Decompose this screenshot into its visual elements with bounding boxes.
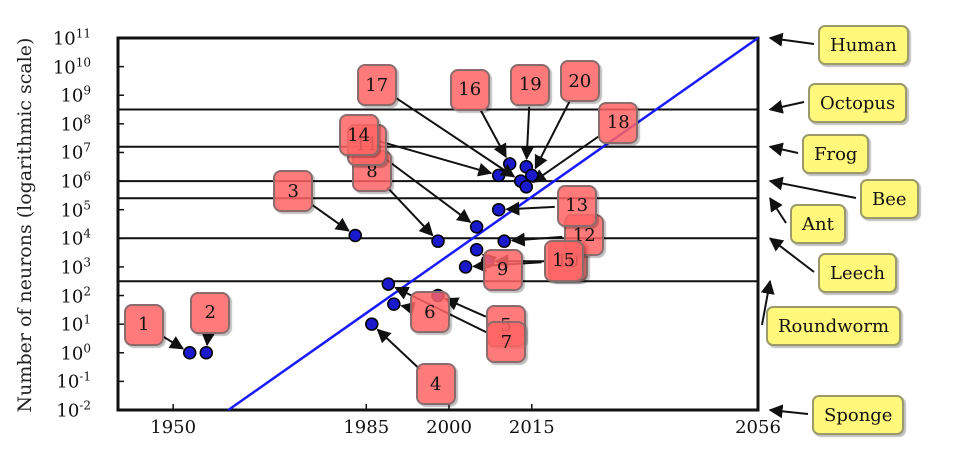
data-point-11 [469, 220, 484, 234]
arrow-1 [161, 335, 185, 350]
arrow-16 [479, 108, 507, 159]
y-tick-label: 1010 [52, 55, 91, 79]
point-label-16: 16 [449, 68, 490, 111]
y-tick-label: 105 [60, 198, 91, 222]
point-label-15: 15 [543, 239, 584, 282]
arrow-2 [201, 331, 216, 347]
arrow-19 [520, 106, 535, 161]
point-label-19: 19 [510, 63, 551, 106]
data-point-9 [469, 243, 484, 257]
species-label-bee: Bee [860, 179, 919, 219]
species-label-sponge: Sponge [812, 395, 905, 435]
arrow-11 [383, 157, 472, 223]
y-tick-label: 100 [60, 341, 91, 365]
y-tick-label: 106 [60, 169, 91, 193]
arrow-bee [768, 176, 857, 199]
y-tick-label: 103 [60, 255, 91, 279]
arrow-roundworm [760, 279, 775, 326]
arrow-18 [531, 134, 601, 184]
point-label-18: 18 [598, 101, 639, 144]
arrow-14 [379, 140, 493, 177]
arrow-sponge [768, 404, 809, 419]
arrow-6 [400, 301, 416, 316]
point-label-9: 9 [482, 248, 523, 291]
data-point-2 [199, 346, 214, 360]
y-tick-label: 1011 [52, 26, 91, 50]
data-point-12 [497, 234, 511, 248]
data-point-20 [525, 168, 539, 183]
arrow-ant [769, 197, 787, 224]
arrow-20 [534, 100, 571, 170]
y-tick-label: 102 [60, 284, 91, 308]
data-point-16 [502, 157, 517, 171]
data-point-3 [348, 228, 362, 243]
y-axis-label: Number of neurons (logarithmic scale) [14, 37, 36, 413]
species-label-ant: Ant [790, 204, 846, 244]
data-point-4 [365, 317, 379, 331]
arrow-8 [386, 186, 434, 237]
point-label-17: 17 [356, 64, 397, 107]
y-tick-label: 101 [60, 312, 91, 336]
arrow-12 [510, 232, 563, 247]
x-tick-label: 2056 [735, 417, 781, 438]
trend-line [227, 36, 759, 412]
x-tick-label: 1950 [150, 417, 197, 438]
species-label-frog: Frog [802, 134, 870, 174]
x-tick-label: 2000 [426, 417, 472, 438]
plot-frame [116, 36, 760, 412]
point-label-4: 4 [415, 363, 456, 406]
species-label-octopus: Octopus [808, 83, 908, 123]
point-label-2: 2 [190, 291, 231, 334]
arrow-17 [394, 96, 516, 178]
y-tick-label: 104 [60, 226, 91, 250]
point-label-20: 20 [559, 60, 600, 103]
data-point-8 [431, 234, 445, 248]
point-label-13: 13 [556, 184, 597, 227]
x-tick-label: 2015 [508, 417, 555, 438]
arrow-octopus [768, 99, 805, 114]
y-tick-label: 107 [60, 140, 91, 164]
arrow-leech [768, 237, 815, 273]
y-tick-label: 10-1 [56, 369, 91, 393]
species-label-human: Human [818, 25, 909, 65]
arrow-4 [376, 328, 421, 370]
point-label-3: 3 [273, 170, 314, 213]
x-tick-label: 1985 [343, 417, 390, 438]
data-point-15 [458, 260, 473, 274]
arrow-13 [505, 201, 555, 216]
point-label-1: 1 [123, 303, 164, 346]
data-point-1 [182, 346, 197, 360]
point-label-14: 14 [338, 114, 379, 157]
data-point-7 [381, 277, 396, 291]
y-tick-label: 108 [60, 112, 91, 136]
data-point-18 [519, 180, 534, 194]
arrow-5 [444, 297, 487, 318]
data-point-14 [491, 168, 506, 183]
species-label-roundworm: Roundworm [766, 306, 902, 346]
point-label-7: 7 [486, 321, 527, 364]
arrow-human [768, 32, 815, 47]
data-point-6 [387, 297, 401, 311]
y-tick-label: 10-2 [56, 398, 91, 422]
arrow-3 [310, 203, 350, 232]
arrow-frog [768, 142, 799, 157]
species-label-leech: Leech [818, 253, 897, 293]
data-point-13 [491, 202, 506, 217]
y-tick-label: 109 [60, 83, 91, 107]
point-label-6: 6 [409, 291, 450, 334]
